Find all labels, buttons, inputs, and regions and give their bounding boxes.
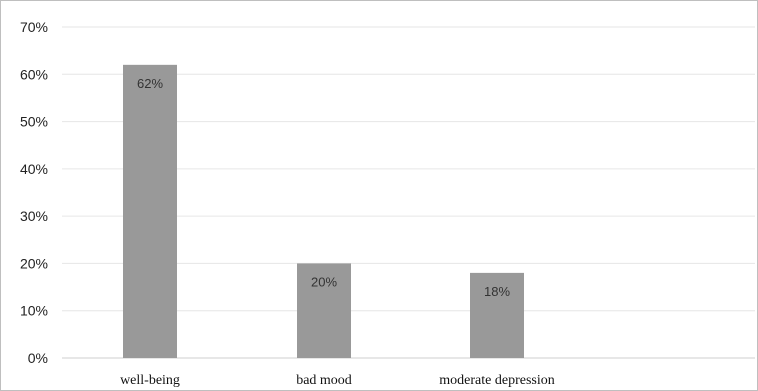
bar <box>470 272 524 358</box>
data-label: 18% <box>484 284 510 299</box>
y-tick-label: 50% <box>20 114 48 130</box>
bars: 62% 20% 18% <box>123 64 524 358</box>
bar <box>297 263 351 358</box>
y-tick-label: 40% <box>20 161 48 177</box>
category-labels: well-being bad mood moderate depression <box>120 373 555 388</box>
y-tick-label: 10% <box>20 303 48 319</box>
y-tick-label: 0% <box>28 350 48 366</box>
x-category-label: well-being <box>120 373 180 388</box>
data-label: 62% <box>137 76 163 91</box>
bar <box>123 64 177 358</box>
y-tick-label: 70% <box>20 19 48 35</box>
gridlines <box>62 26 755 359</box>
y-tick-label: 30% <box>20 208 48 224</box>
y-tick-label: 60% <box>20 66 48 82</box>
y-axis: 0% 10% 20% 30% 40% 50% 60% 70% <box>20 19 48 366</box>
y-tick-label: 20% <box>20 255 48 271</box>
data-label: 20% <box>311 274 337 289</box>
x-category-label: moderate depression <box>439 373 554 388</box>
x-category-label: bad mood <box>296 373 352 388</box>
